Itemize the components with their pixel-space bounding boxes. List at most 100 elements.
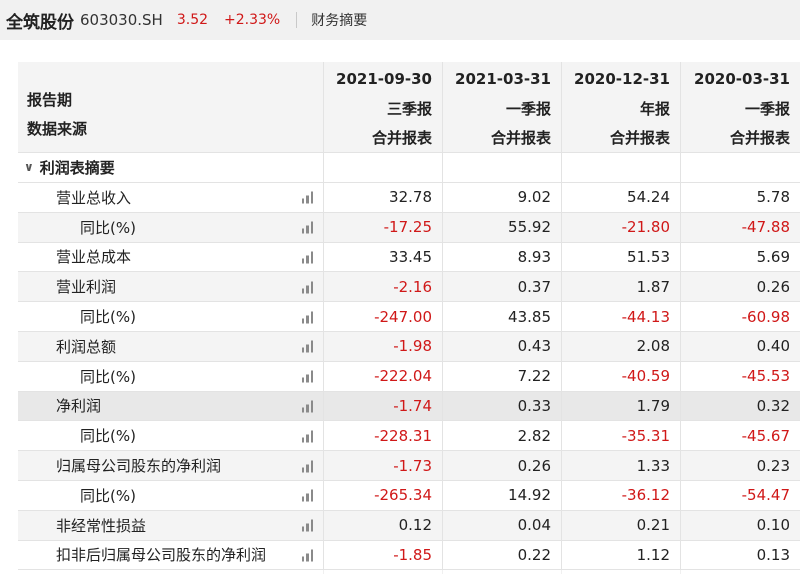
bar-chart-icon[interactable]: [301, 519, 313, 532]
column-period: 三季报: [386, 99, 432, 118]
value-cell: -47.88: [741, 218, 790, 237]
empty-cell: [562, 570, 681, 574]
row-label-cell: 归属母公司股东的净利润: [18, 451, 324, 480]
column-date: 2021-09-30: [336, 70, 432, 88]
column-header[interactable]: 2020-12-31 年报 合并报表: [562, 62, 681, 152]
value-cell: 2.08: [562, 331, 681, 361]
value-cell: -228.31: [324, 421, 443, 451]
value-cell: 0.13: [756, 545, 790, 564]
bar-chart-icon[interactable]: [301, 250, 313, 264]
value-cell: -36.12: [562, 480, 681, 510]
row-label: 营业利润: [56, 278, 117, 297]
value-cell: 55.92: [443, 212, 562, 242]
bar-chart-icon[interactable]: [301, 489, 313, 502]
value-cell: 0.37: [443, 272, 562, 302]
table-row[interactable]: 归属母公司股东的净利润 -1.73 0.26 1.33 0.23: [18, 451, 800, 481]
value-cell: 14.92: [443, 480, 562, 510]
stock-header-bar: 全筑股份 603030.SH 3.52 +2.33% 财务摘要: [0, 0, 800, 40]
bar-chart-icon[interactable]: [301, 340, 313, 353]
value-cell: 1.79: [562, 391, 681, 421]
column-header[interactable]: 2021-09-30 三季报 合并报表: [324, 62, 443, 152]
table-row[interactable]: 扣非后归属母公司股东的净利润 -1.85 0.22 1.12 0.13: [18, 540, 800, 571]
table-row[interactable]: 营业总成本 33.45 8.93 51.53 5.69: [18, 242, 800, 273]
value-cell: 0.12: [324, 510, 443, 540]
table-header: 报告期 数据来源 2021-09-30 三季报 合并报表 2021-03-31 …: [18, 62, 800, 153]
column-date: 2021-03-31: [455, 70, 551, 88]
value-cell: 51.53: [562, 242, 681, 272]
bar-chart-icon[interactable]: [301, 459, 313, 473]
value-cell: 0.21: [562, 510, 681, 540]
value-cell: 0.10: [756, 516, 790, 535]
value-cell: -45.67: [741, 426, 790, 445]
row-label: 营业总成本: [56, 248, 132, 267]
value-cell: 1.87: [562, 272, 681, 302]
empty-cell: [562, 153, 681, 182]
column-source: 合并报表: [490, 128, 551, 147]
value-cell: 0.23: [756, 456, 790, 475]
value-cell: 8.93: [443, 242, 562, 272]
value-cell: 0.04: [443, 510, 562, 540]
stock-code: 603030.SH: [80, 11, 163, 29]
table-row[interactable]: 同比(%) -265.34 14.92 -36.12 -54.47: [18, 480, 800, 511]
value-cell: -2.16: [324, 272, 443, 302]
stock-name: 全筑股份: [6, 12, 74, 33]
value-cell: -1.74: [324, 391, 443, 421]
row-label-cell: 利润总额: [18, 331, 324, 361]
bar-chart-icon[interactable]: [301, 399, 313, 413]
stock-price: 3.52: [176, 12, 209, 28]
bar-chart-icon[interactable]: [301, 370, 313, 383]
value-cell: 32.78: [324, 183, 443, 212]
value-cell: 5.69: [756, 247, 790, 266]
value-cell: 0.32: [756, 396, 790, 415]
row-label-cell: 营业利润: [18, 272, 324, 302]
group-label-cell[interactable]: ∨ 利润表摘要: [18, 153, 324, 182]
row-label-cell: 同比(%): [18, 480, 324, 510]
row-label: 同比(%): [80, 486, 136, 505]
empty-cell: [324, 570, 443, 574]
column-header[interactable]: 2021-03-31 一季报 合并报表: [443, 62, 562, 152]
source-row-label: 数据来源: [27, 120, 88, 138]
bar-chart-icon[interactable]: [301, 191, 313, 204]
value-cell: 5.78: [756, 188, 790, 207]
group-row-income-summary[interactable]: ∨ 利润表摘要: [18, 153, 800, 183]
row-label: 扣非后归属母公司股东的净利润: [56, 546, 267, 565]
column-source: 合并报表: [729, 128, 790, 147]
chevron-down-icon[interactable]: ∨: [24, 159, 34, 174]
value-cell: 0.43: [443, 331, 562, 361]
stock-change: +2.33%: [224, 12, 281, 28]
bar-chart-icon[interactable]: [301, 221, 313, 234]
row-label: 同比(%): [80, 218, 136, 237]
table-row[interactable]: 净利润 -1.74 0.33 1.79 0.32: [18, 391, 800, 422]
column-date: 2020-03-31: [694, 70, 790, 88]
row-label-cell: 同比(%): [18, 361, 324, 391]
value-cell: -1.73: [324, 451, 443, 480]
empty-cell: [681, 570, 800, 574]
table-body: 营业总收入 32.78 9.02 54.24 5.78 同比(%) -17.25 55.92-…: [18, 183, 800, 571]
row-label-cell: 同比(%): [18, 421, 324, 451]
row-label: 同比(%): [80, 427, 136, 446]
row-label: 利润总额: [56, 337, 117, 356]
period-row-label: 报告期: [27, 91, 73, 109]
bar-chart-icon[interactable]: [301, 548, 313, 562]
row-label: 营业总收入: [56, 188, 132, 207]
empty-cell: [18, 570, 324, 574]
table-row[interactable]: 营业总收入 32.78 9.02 54.24 5.78: [18, 183, 800, 213]
bar-chart-icon[interactable]: [301, 310, 313, 324]
table-row[interactable]: 利润总额 -1.98 0.43 2.08 0.40: [18, 331, 800, 362]
row-label: 非经常性损益: [56, 516, 147, 535]
table-row[interactable]: 同比(%) -247.00 43.85 -44.13 -60.98: [18, 302, 800, 332]
table-row[interactable]: 营业利润 -2.16 0.37 1.87 0.26: [18, 272, 800, 303]
tab-financial-summary[interactable]: 财务摘要: [311, 13, 368, 29]
table-row[interactable]: 同比(%) -17.25 55.92 -21.80 -47.88: [18, 212, 800, 243]
table-row[interactable]: 同比(%) -228.31 2.82 -35.31 -45.67: [18, 421, 800, 452]
table-row[interactable]: 非经常性损益 0.12 0.04 0.21 0.10: [18, 510, 800, 541]
column-header[interactable]: 2020-03-31 一季报 合并报表: [681, 62, 800, 152]
row-label-cell: 扣非后归属母公司股东的净利润: [18, 540, 324, 570]
value-cell: -222.04: [324, 361, 443, 391]
bar-chart-icon[interactable]: [301, 429, 313, 443]
value-cell: 1.33: [562, 451, 681, 480]
column-period: 一季报: [505, 99, 551, 118]
table-row[interactable]: 同比(%) -222.04 7.22 -40.59 -45.53: [18, 361, 800, 392]
empty-cell: [443, 153, 562, 182]
bar-chart-icon[interactable]: [301, 280, 313, 294]
